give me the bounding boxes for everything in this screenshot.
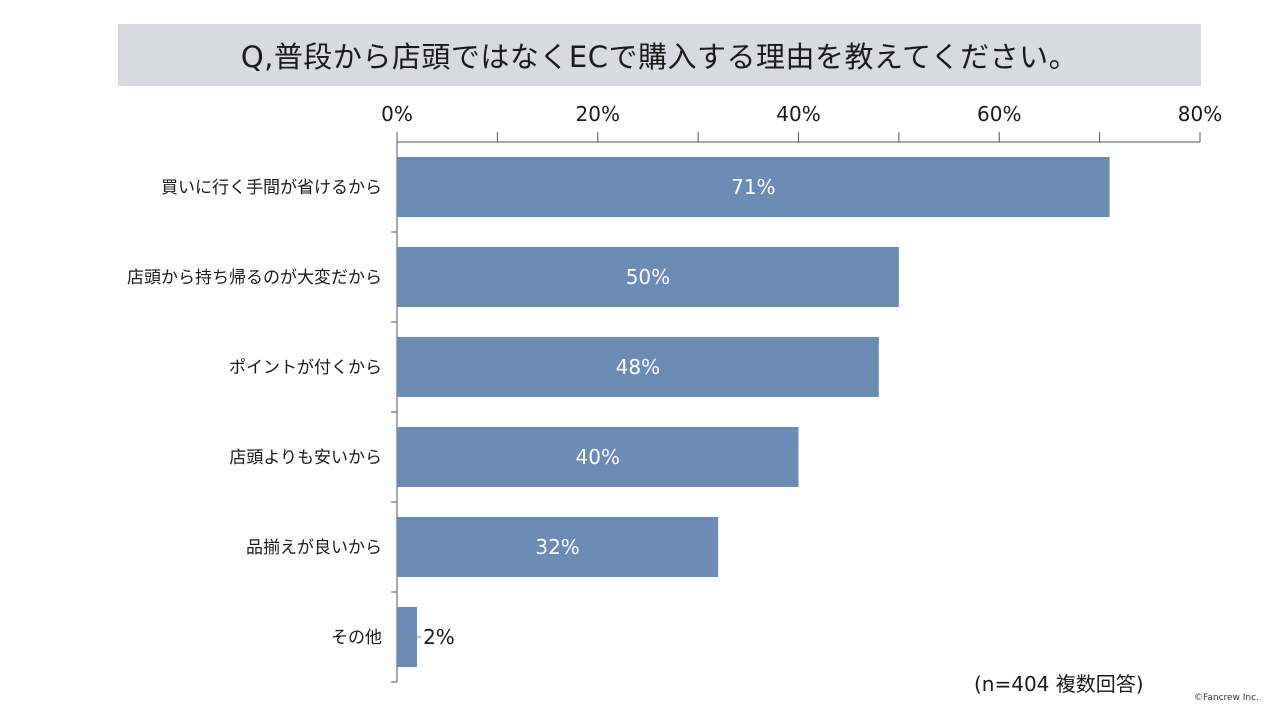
copyright-text: ©Fancrew Inc. [1194,693,1259,703]
data-label: 71% [731,175,775,199]
sample-size-note: (n=404 複数回答) [974,672,1144,696]
data-label: 48% [616,355,660,379]
x-tick-label: 20% [576,102,620,126]
data-label: 40% [576,445,620,469]
bar [397,427,799,487]
chart-title: Q,普段から店頭ではなくECで購入する理由を教えてください。 [240,40,1079,74]
category-label: 店頭よりも安いから [229,448,382,468]
x-tick-label: 0% [381,102,413,126]
x-tick-label: 60% [977,102,1021,126]
category-label: ポイントが付くから [229,358,382,378]
bar [397,607,418,667]
category-label: 買いに行く手間が省けるから [161,178,382,198]
bar [397,247,899,307]
category-label: 品揃えが良いから [246,538,382,558]
x-tick-label: 40% [776,102,820,126]
data-label: 50% [626,265,670,289]
data-label: 2% [423,625,455,649]
category-label: 店頭から持ち帰るのが大変だから [127,268,382,288]
bar [397,517,719,577]
category-label: その他 [331,628,382,648]
title-banner: Q,普段から店頭ではなくECで購入する理由を教えてください。 [118,24,1201,86]
x-tick-label: 80% [1178,102,1222,126]
bar [397,337,879,397]
data-label: 32% [535,535,579,559]
bar [397,157,1110,217]
